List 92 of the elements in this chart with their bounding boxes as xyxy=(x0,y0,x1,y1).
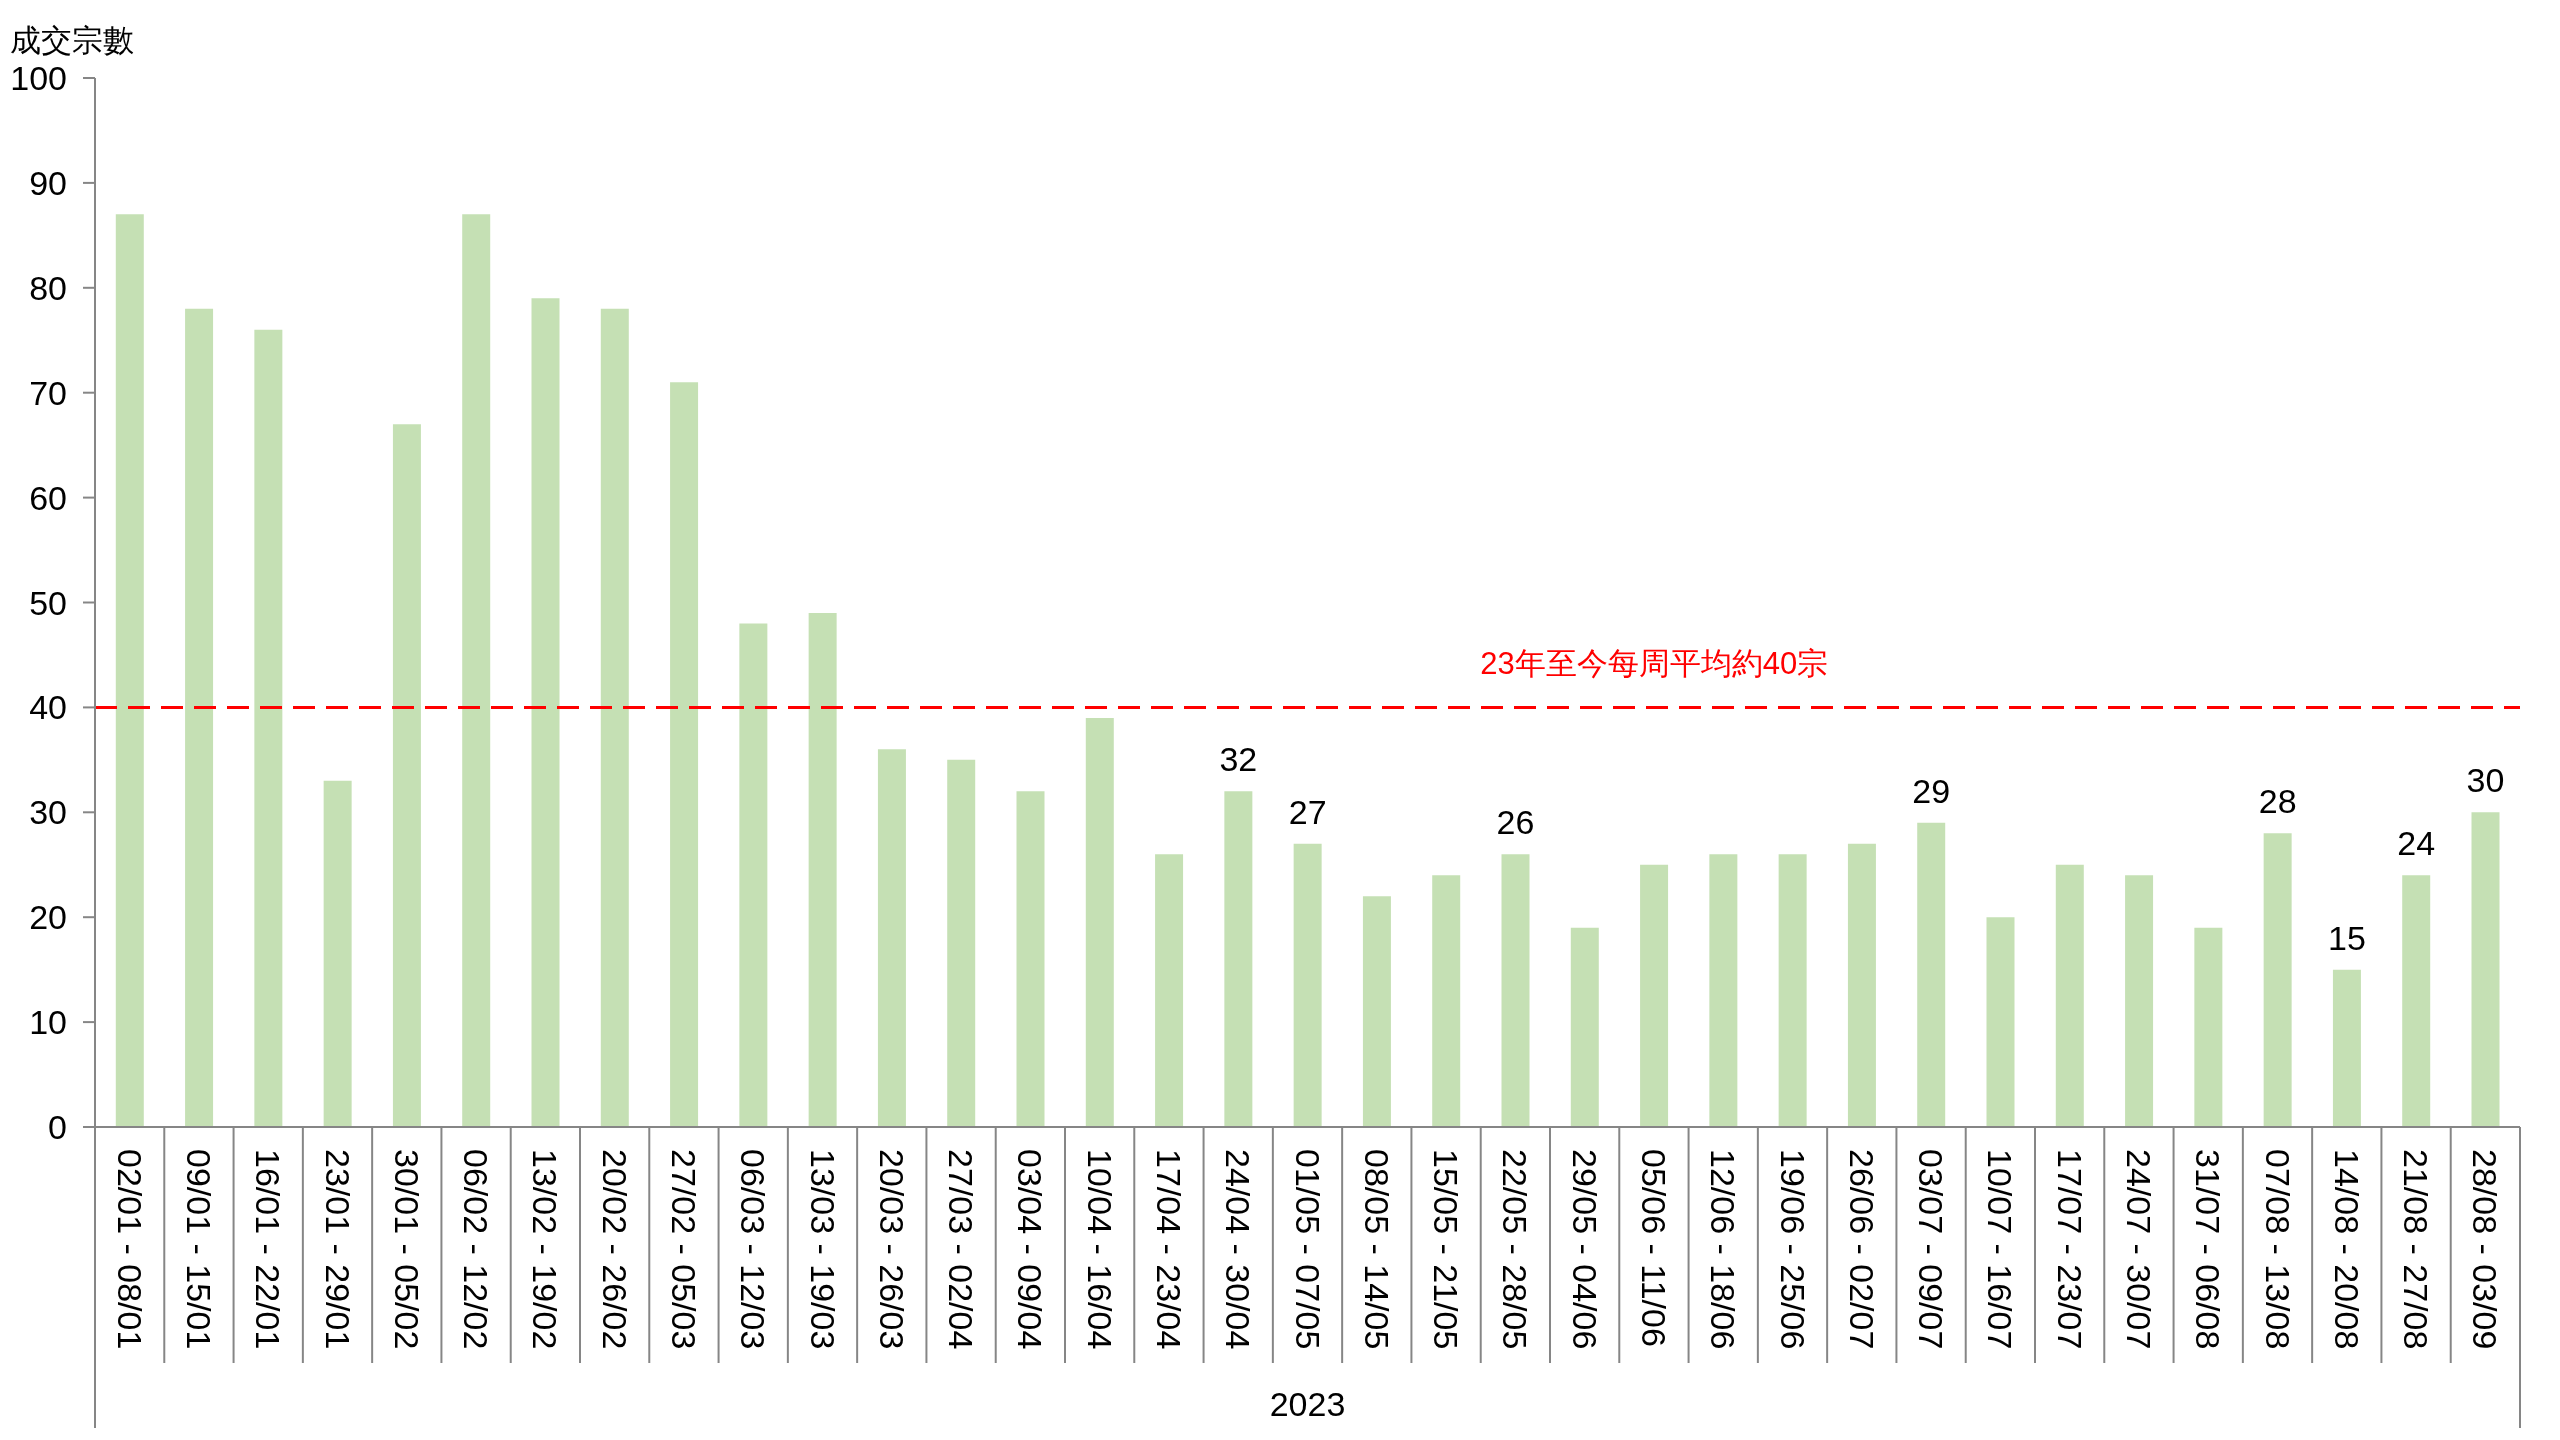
x-tick-label: 24/07 - 30/07 xyxy=(2119,1149,2158,1350)
x-tick-label: 17/07 - 23/07 xyxy=(2050,1149,2089,1350)
y-tick-label: 90 xyxy=(29,163,67,202)
bar xyxy=(2055,864,2084,1127)
x-tick-label: 05/06 - 11/06 xyxy=(1634,1149,1673,1347)
y-tick-label: 70 xyxy=(29,373,67,412)
bar xyxy=(1362,896,1391,1127)
x-tick-label: 16/01 - 22/01 xyxy=(249,1149,288,1350)
x-tick-label: 14/08 - 20/08 xyxy=(2327,1149,2366,1350)
bar xyxy=(2263,833,2292,1127)
x-tick-label: 09/01 - 15/01 xyxy=(179,1149,218,1350)
bar xyxy=(808,612,837,1127)
x-tick-label: 13/03 - 19/03 xyxy=(803,1149,842,1350)
bar xyxy=(1432,875,1461,1127)
x-tick-label: 10/04 - 16/04 xyxy=(1080,1149,1119,1350)
x-tick-label: 20/03 - 26/03 xyxy=(872,1149,911,1350)
bar xyxy=(1709,854,1738,1127)
y-tick-label: 10 xyxy=(29,1003,67,1042)
bar xyxy=(600,308,629,1127)
bar xyxy=(739,623,768,1127)
data-label: 28 xyxy=(2258,782,2297,821)
bar xyxy=(1778,854,1807,1127)
x-tick-label: 19/06 - 25/06 xyxy=(1773,1149,1812,1350)
bar xyxy=(2194,927,2223,1127)
bar xyxy=(462,214,491,1127)
bar xyxy=(2332,969,2361,1127)
data-label: 29 xyxy=(1912,771,1951,810)
bar xyxy=(1640,864,1669,1127)
x-tick-label: 31/07 - 06/08 xyxy=(2189,1149,2228,1350)
x-tick-label: 03/07 - 09/07 xyxy=(1912,1149,1951,1350)
data-label: 27 xyxy=(1288,792,1327,831)
data-label: 30 xyxy=(2466,761,2505,800)
x-axis-title: 2023 xyxy=(1269,1385,1346,1423)
bar xyxy=(1085,717,1114,1127)
bar xyxy=(1917,822,1946,1127)
bar xyxy=(1016,791,1045,1127)
bar xyxy=(2125,875,2154,1127)
x-tick-label: 26/06 - 02/07 xyxy=(1842,1149,1881,1350)
bar xyxy=(323,780,352,1127)
x-tick-label: 03/04 - 09/04 xyxy=(1011,1149,1050,1350)
bar xyxy=(2471,812,2500,1127)
x-tick-label: 27/03 - 02/04 xyxy=(942,1149,981,1350)
bar xyxy=(115,214,144,1127)
bar xyxy=(1293,843,1322,1127)
x-tick-label: 22/05 - 28/05 xyxy=(1496,1149,1535,1350)
bar xyxy=(947,759,976,1127)
x-tick-label: 30/01 - 05/02 xyxy=(387,1149,426,1350)
x-tick-label: 20/02 - 26/02 xyxy=(595,1149,634,1350)
bar xyxy=(254,329,283,1127)
y-tick-label: 60 xyxy=(29,478,67,517)
x-tick-label: 21/08 - 27/08 xyxy=(2397,1149,2436,1350)
x-tick-label: 13/02 - 19/02 xyxy=(526,1149,565,1350)
y-tick-label: 0 xyxy=(48,1108,67,1147)
bar xyxy=(1570,927,1599,1127)
bar xyxy=(392,424,421,1127)
bar xyxy=(531,298,560,1127)
bar xyxy=(1986,917,2015,1127)
bar xyxy=(1224,791,1253,1127)
y-tick-label: 20 xyxy=(29,898,67,937)
y-tick-label: 40 xyxy=(29,688,67,727)
bar xyxy=(1501,854,1530,1127)
x-tick-label: 23/01 - 29/01 xyxy=(318,1149,357,1350)
x-tick-label: 17/04 - 23/04 xyxy=(1149,1149,1188,1350)
x-tick-label: 29/05 - 04/06 xyxy=(1565,1149,1604,1350)
x-tick-label: 08/05 - 14/05 xyxy=(1357,1149,1396,1350)
bar xyxy=(1847,843,1876,1127)
bar xyxy=(1155,854,1184,1127)
x-tick-label: 01/05 - 07/05 xyxy=(1288,1149,1327,1350)
x-tick-label: 02/01 - 08/01 xyxy=(110,1149,149,1350)
y-tick-label: 80 xyxy=(29,268,67,307)
data-label: 15 xyxy=(2328,918,2366,957)
bar xyxy=(185,308,214,1127)
x-tick-label: 07/08 - 13/08 xyxy=(2258,1149,2297,1350)
bar xyxy=(2402,875,2431,1127)
x-tick-label: 28/08 - 03/09 xyxy=(2466,1149,2505,1350)
ref-line-label: 23年至今每周平均約40宗 xyxy=(1480,645,1829,681)
x-tick-label: 06/03 - 12/03 xyxy=(734,1149,773,1350)
x-tick-label: 24/04 - 30/04 xyxy=(1219,1149,1258,1350)
bar xyxy=(877,749,906,1127)
y-tick-label: 30 xyxy=(29,793,67,832)
y-axis-title: 成交宗數 xyxy=(10,22,134,58)
data-label: 32 xyxy=(1219,740,1258,779)
x-tick-label: 10/07 - 16/07 xyxy=(1981,1149,2020,1350)
x-tick-label: 15/05 - 21/05 xyxy=(1427,1149,1466,1350)
data-label: 24 xyxy=(2397,824,2436,863)
y-tick-label: 50 xyxy=(29,583,67,622)
data-label: 26 xyxy=(1496,803,1535,842)
x-tick-label: 27/02 - 05/03 xyxy=(664,1149,703,1350)
x-tick-label: 06/02 - 12/02 xyxy=(457,1149,496,1350)
bar xyxy=(670,382,699,1127)
x-tick-label: 12/06 - 18/06 xyxy=(1704,1149,1743,1350)
y-tick-label: 100 xyxy=(10,59,67,98)
